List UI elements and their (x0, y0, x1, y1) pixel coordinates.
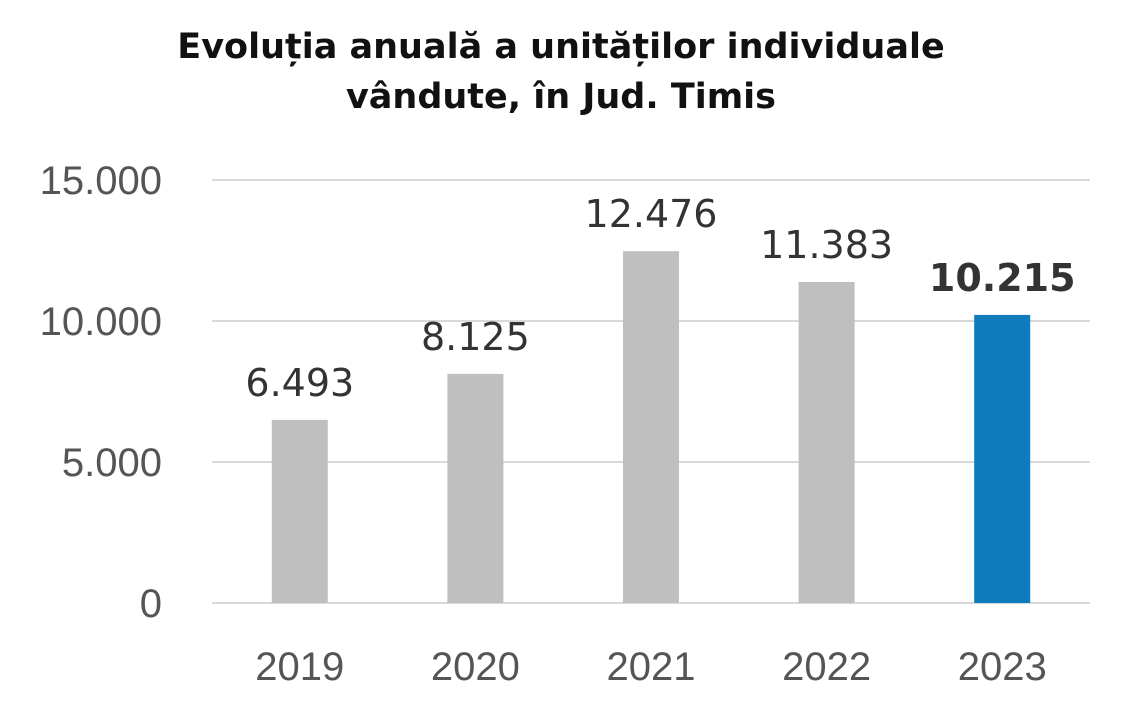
chart-title-line-1: Evoluția anuală a unităților individuale (177, 27, 945, 67)
data-labels: 6.493 8.125 12.476 11.383 10.215 (245, 192, 1075, 405)
data-label-2020: 8.125 (421, 315, 530, 359)
bars (271, 251, 1031, 603)
y-tick-label: 0 (140, 582, 162, 626)
x-tick-label: 2019 (255, 645, 344, 689)
bar-2020 (447, 373, 504, 603)
bar-2023 (974, 314, 1031, 603)
x-tick-label: 2020 (431, 645, 520, 689)
x-axis-ticks: 2019 2020 2021 2022 2023 (255, 645, 1046, 689)
y-tick-label: 5.000 (62, 441, 162, 485)
bar-2021 (623, 251, 679, 603)
data-label-2023: 10.215 (929, 256, 1076, 300)
data-label-2021: 12.476 (585, 192, 718, 236)
y-tick-label: 15.000 (40, 159, 162, 203)
y-tick-label: 10.000 (40, 300, 162, 344)
x-tick-label: 2021 (607, 645, 696, 689)
bar-2019 (271, 419, 328, 603)
x-tick-label: 2022 (782, 645, 871, 689)
data-label-2022: 11.383 (760, 223, 893, 267)
data-label-2019: 6.493 (245, 361, 354, 405)
chart-title-line-2: vândute, în Jud. Timis (345, 77, 776, 117)
y-axis-ticks: 0 5.000 10.000 15.000 (40, 159, 162, 626)
x-tick-label: 2023 (958, 645, 1047, 689)
chart-title: Evoluția anuală a unităților individuale… (0, 22, 1122, 122)
bar-2022 (798, 281, 855, 603)
